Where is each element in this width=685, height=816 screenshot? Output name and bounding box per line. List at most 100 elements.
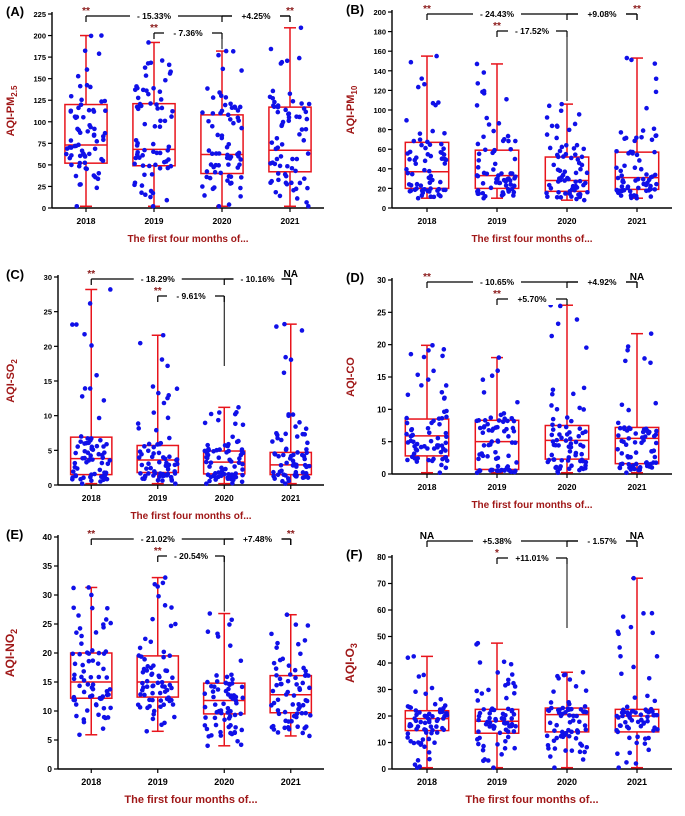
- significance-left: **: [154, 286, 162, 297]
- data-point: [408, 723, 414, 728]
- data-point: [620, 178, 626, 183]
- data-point: [491, 148, 497, 154]
- comparison-label-bg: [508, 293, 556, 305]
- comparison-label: - 1.57%: [587, 536, 617, 546]
- data-point: [554, 123, 560, 129]
- data-point: [216, 474, 221, 480]
- data-point: [434, 443, 440, 448]
- data-point: [490, 426, 496, 432]
- data-point: [145, 664, 151, 669]
- data-point: [157, 124, 163, 130]
- data-point: [563, 151, 569, 157]
- data-point: [163, 668, 168, 673]
- data-point: [202, 723, 208, 728]
- data-point: [218, 170, 223, 176]
- comparison-1: +4.25% **: [221, 6, 294, 22]
- data-point: [653, 76, 659, 82]
- data-point: [552, 728, 557, 733]
- data-point: [214, 447, 219, 453]
- box-2019: [132, 40, 176, 209]
- y-tick-label: 20: [377, 341, 386, 350]
- data-point: [614, 148, 619, 154]
- data-point: [136, 653, 142, 658]
- data-point: [240, 472, 245, 478]
- data-point: [647, 464, 652, 469]
- data-point: [221, 701, 226, 707]
- y-tick-label: 125: [33, 96, 46, 105]
- data-point: [144, 678, 150, 684]
- data-point: [218, 110, 223, 116]
- data-point: [410, 432, 416, 438]
- data-point: [614, 728, 619, 733]
- data-point: [496, 355, 502, 360]
- data-point: [101, 398, 107, 403]
- data-point: [146, 91, 151, 97]
- box-iqr: [268, 106, 312, 173]
- data-point: [427, 756, 432, 762]
- data-point: [653, 133, 659, 139]
- data-point: [86, 585, 91, 590]
- data-point: [300, 680, 306, 686]
- data-point: [474, 173, 480, 178]
- data-point: [297, 132, 302, 137]
- data-point: [490, 723, 496, 729]
- y-tick-label: 140: [373, 67, 386, 76]
- data-point: [205, 472, 211, 478]
- data-point: [148, 101, 153, 106]
- data-point: [268, 46, 274, 52]
- data-point: [157, 89, 163, 95]
- data-point: [146, 163, 152, 169]
- data-point: [233, 421, 238, 427]
- data-point: [302, 725, 307, 731]
- data-point: [426, 430, 432, 436]
- data-point: [547, 145, 553, 151]
- data-point: [486, 427, 492, 433]
- data-point: [284, 58, 290, 64]
- data-point: [157, 690, 163, 696]
- significance-left: **: [423, 4, 431, 15]
- data-point: [232, 729, 238, 735]
- data-point: [621, 187, 627, 193]
- data-point: [160, 332, 166, 338]
- data-point: [619, 451, 625, 456]
- data-point: [475, 640, 481, 646]
- data-point: [642, 741, 648, 746]
- data-point: [628, 467, 634, 472]
- comparison-label-bg: [578, 535, 626, 547]
- data-point: [278, 154, 284, 159]
- y-tick-label: 200: [373, 8, 386, 17]
- data-point: [96, 650, 102, 656]
- data-point: [170, 675, 175, 681]
- data-point: [71, 676, 77, 682]
- data-point: [159, 58, 165, 63]
- data-point: [88, 674, 94, 680]
- data-point: [92, 126, 97, 132]
- data-point: [86, 440, 91, 446]
- data-point: [306, 101, 312, 107]
- data-point: [165, 415, 171, 421]
- y-tick-label: 5: [48, 446, 52, 455]
- y-tick-label: 0: [382, 765, 387, 774]
- data-point: [651, 460, 656, 465]
- data-point: [653, 89, 659, 95]
- comparison-label-bg: [508, 25, 556, 37]
- data-point: [480, 747, 486, 753]
- data-point: [94, 443, 100, 449]
- data-point: [549, 333, 555, 339]
- data-point: [150, 697, 155, 703]
- data-point: [239, 727, 245, 733]
- data-point: [152, 124, 158, 129]
- data-point: [225, 475, 230, 480]
- data-point: [227, 622, 232, 627]
- data-point: [480, 181, 486, 186]
- data-point: [475, 698, 481, 703]
- y-tick-label: 25: [377, 308, 386, 317]
- data-point: [273, 666, 279, 671]
- data-point: [618, 461, 624, 467]
- data-point: [582, 723, 588, 728]
- data-point: [307, 733, 312, 739]
- x-axis-title: The first four months of...: [127, 234, 248, 245]
- data-point: [211, 694, 216, 700]
- data-point: [550, 427, 556, 432]
- box-2019: [135, 332, 180, 486]
